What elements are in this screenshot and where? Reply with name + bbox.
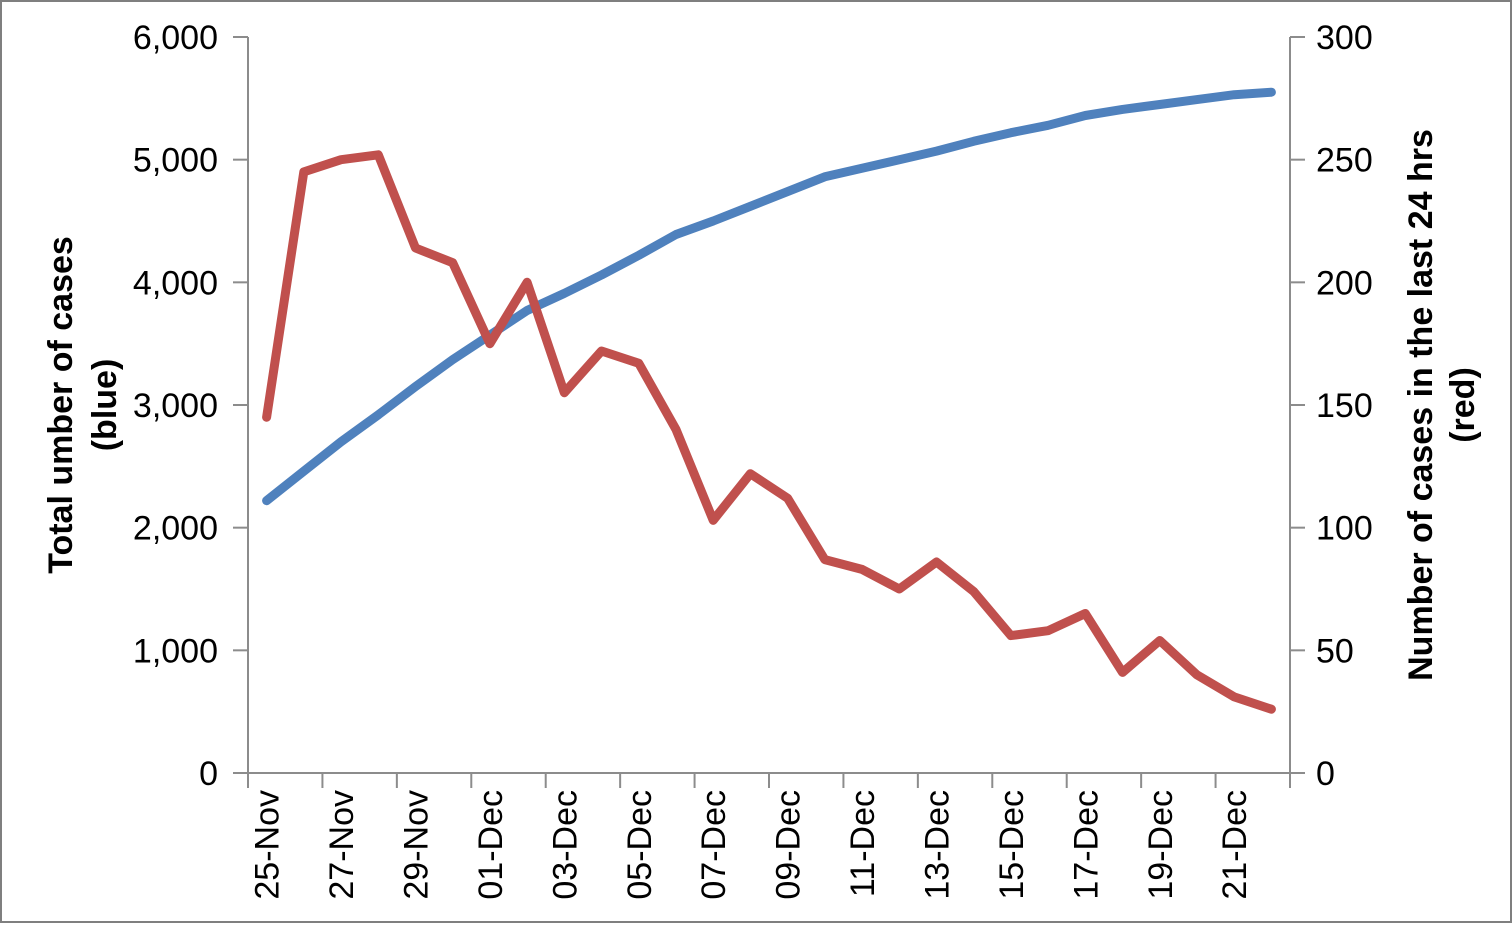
x-axis-tick-label: 13-Dec (918, 790, 956, 900)
series-new-cases-24h-line (262, 150, 1276, 714)
y-axis-right-tick-label: 50 (1316, 632, 1354, 670)
x-axis-tick-label: 07-Dec (695, 790, 733, 900)
x-axis-tick-label: 03-Dec (546, 790, 584, 900)
y-axis-right-title: Number of cases in the last 24 hrs (1402, 129, 1440, 681)
y-axis-left-tick-label: 1,000 (133, 632, 218, 670)
y-axis-left-title-line2: (blue) (86, 359, 124, 452)
y-axis-right-tick-label: 200 (1316, 264, 1373, 302)
y-axis-right-title-line2: (red) (1444, 367, 1482, 443)
x-axis-tick-label: 17-Dec (1067, 790, 1105, 900)
y-axis-left-tick-label: 0 (199, 755, 218, 793)
x-axis-tick-label: 27-Nov (323, 790, 361, 900)
x-axis-tick-label: 21-Dec (1216, 790, 1254, 900)
series-total-cases-line (262, 87, 1276, 506)
y-axis-left-tick-label: 6,000 (133, 19, 218, 57)
x-axis-tick-label: 01-Dec (472, 790, 510, 900)
y-axis-right-tick-label: 150 (1316, 387, 1373, 425)
y-axis-left-tick-label: 3,000 (133, 387, 218, 425)
y-axis-right-tick-label: 250 (1316, 142, 1373, 180)
x-axis-tick-label: 15-Dec (993, 790, 1031, 900)
y-axis-right-tick-label: 300 (1316, 19, 1373, 57)
x-axis-tick-label: 19-Dec (1142, 790, 1180, 900)
x-axis-tick-label: 09-Dec (770, 790, 808, 900)
x-axis-tick-label: 05-Dec (621, 790, 659, 900)
y-axis-right-tick-label: 0 (1316, 755, 1335, 793)
x-axis-tick-label: 11-Dec (844, 790, 882, 897)
y-axis-left-title: Total umber of cases (42, 236, 80, 574)
y-axis-right-tick-label: 100 (1316, 510, 1373, 548)
x-axis-tick-label: 29-Nov (397, 790, 435, 900)
y-axis-left-tick-label: 4,000 (133, 264, 218, 302)
x-axis-tick-label: 25-Nov (249, 790, 287, 900)
y-axis-left-tick-label: 5,000 (133, 142, 218, 180)
y-axis-left-tick-label: 2,000 (133, 510, 218, 548)
